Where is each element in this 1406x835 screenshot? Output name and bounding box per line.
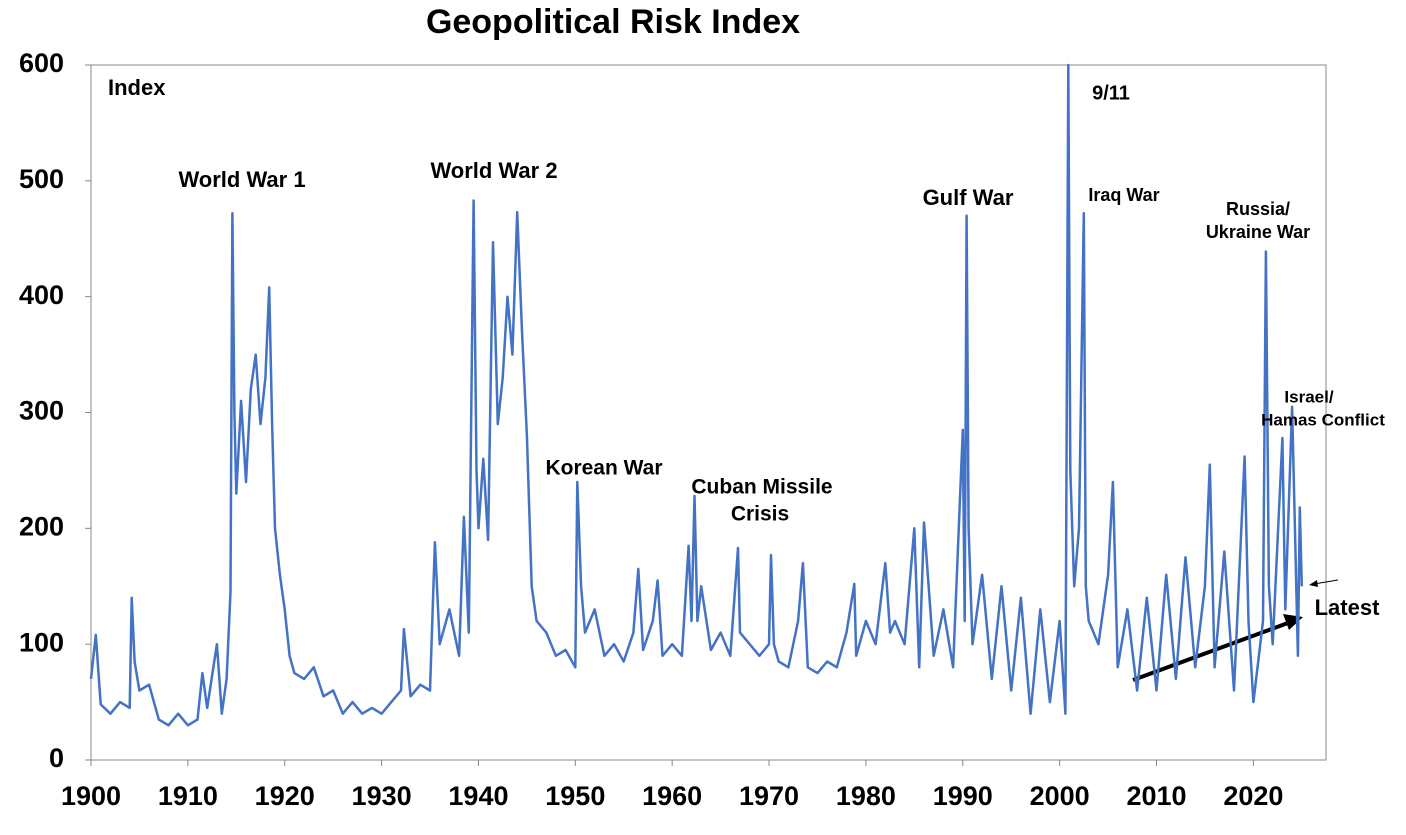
- x-tick-label: 1940: [448, 781, 508, 811]
- annotation: Ukraine War: [1206, 222, 1310, 242]
- y-tick-label: 500: [19, 164, 64, 194]
- y-tick-label: 0: [49, 743, 64, 773]
- annotation: 9/11: [1092, 82, 1130, 104]
- x-tick-label: 2010: [1126, 781, 1186, 811]
- chart-title: Geopolitical Risk Index: [426, 3, 800, 41]
- annotation: Gulf War: [923, 185, 1014, 210]
- annotation: Latest: [1315, 595, 1380, 620]
- y-tick-label: 300: [19, 396, 64, 426]
- x-tick-label: 1990: [933, 781, 993, 811]
- annotation: Hamas Conflict: [1261, 410, 1385, 429]
- annotation: Israel/: [1284, 387, 1333, 406]
- y-tick-label: 600: [19, 48, 64, 78]
- x-tick-label: 1970: [739, 781, 799, 811]
- y-axis-label: Index: [108, 75, 166, 100]
- x-tick-label: 1900: [61, 781, 121, 811]
- annotation: Crisis: [731, 503, 789, 526]
- annotation: Iraq War: [1088, 185, 1159, 205]
- x-tick-label: 1920: [255, 781, 315, 811]
- x-tick-label: 1930: [352, 781, 412, 811]
- annotation: Russia/: [1226, 199, 1290, 219]
- y-tick-label: 100: [19, 627, 64, 657]
- x-tick-label: 1960: [642, 781, 702, 811]
- y-tick-label: 400: [19, 280, 64, 310]
- trend-arrowhead: [1283, 614, 1303, 630]
- y-tick-label: 200: [19, 511, 64, 541]
- x-tick-label: 2020: [1223, 781, 1283, 811]
- x-tick-label: 1980: [836, 781, 896, 811]
- data-line: [89, 63, 1304, 727]
- latest-pointer-head: [1309, 580, 1318, 587]
- x-tick-label: 1950: [545, 781, 605, 811]
- annotation: Cuban Missile: [691, 476, 832, 499]
- annotation: World War 2: [430, 158, 557, 183]
- annotation: World War 1: [178, 167, 305, 192]
- x-tick-label: 2000: [1030, 781, 1090, 811]
- latest-pointer: [1313, 579, 1339, 585]
- annotation: Korean War: [545, 457, 662, 480]
- x-tick-label: 1910: [158, 781, 218, 811]
